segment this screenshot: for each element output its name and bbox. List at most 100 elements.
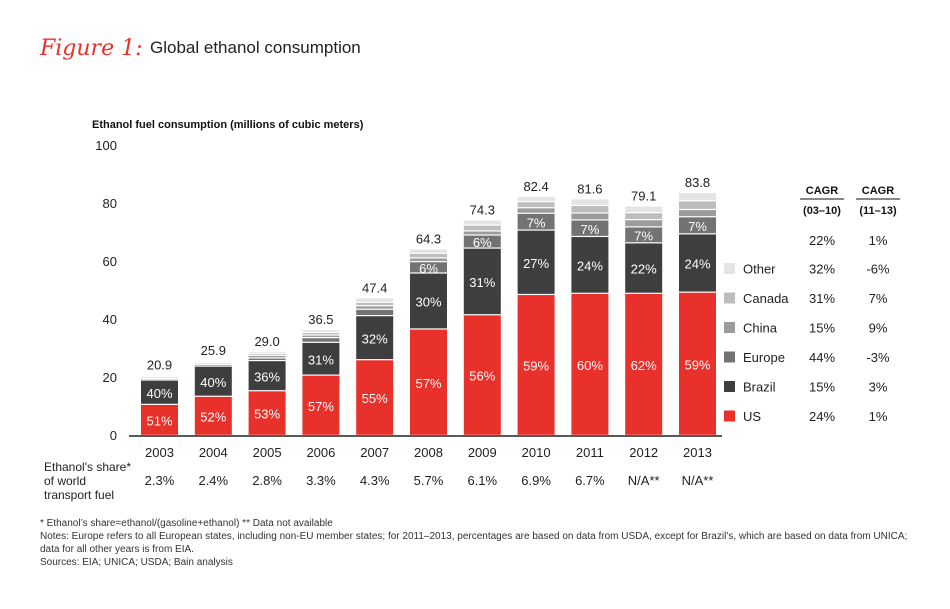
bar-percent-label: 53% [254,407,280,422]
x-tick-label: 2007 [360,445,389,460]
bar-segment-us [141,404,178,435]
bar-segment-brazil [625,243,663,293]
share-value: 5.7% [414,473,444,488]
cagr-total-value: 1% [869,233,888,248]
legend-swatch-brazil [724,381,735,392]
bar-segment-canada [571,206,609,213]
share-value: 3.3% [306,473,336,488]
cagr-value: -6% [866,262,890,277]
bar-segment-europe [410,262,447,273]
bar-segment-other [679,192,716,201]
bar-segment-china [679,210,716,217]
legend-label: Other [743,262,776,277]
bar-total-label: 20.9 [147,357,172,372]
y-tick-label: 20 [103,370,117,385]
legend-label: China [743,321,778,336]
bar-segment-brazil [248,361,286,391]
bar-segment-canada [248,353,286,355]
share-row-label: of world [44,474,86,488]
bar-segment-china [463,231,501,235]
bar-percent-label: 52% [200,409,226,424]
x-tick-label: 2004 [199,445,228,460]
bar-segment-europe [679,217,716,234]
cagr-value: 7% [869,291,888,306]
cagr-value: 9% [869,321,888,336]
share-value: 6.7% [575,473,605,488]
bar-segment-canada [679,201,716,209]
bar-segment-europe [463,235,501,248]
bar-segment-canada [517,202,555,208]
bar-percent-label: 57% [308,399,334,414]
footnote-legend: * Ethanol’s share=ethanol/(gasoline+etha… [40,518,333,529]
cagr-header: CAGR [806,185,838,197]
bar-segment-other [248,351,286,353]
cagr-value: 1% [869,409,888,424]
bar-segment-other [410,249,447,253]
bar-segment-canada [625,213,663,220]
bar-percent-label: 27% [523,256,549,271]
bar-segment-europe [356,309,394,316]
x-tick-label: 2005 [253,445,282,460]
bar-segment-brazil [141,380,178,404]
footnotes: * Ethanol’s share=ethanol/(gasoline+etha… [40,517,920,569]
cagr-value: 15% [809,380,835,395]
bar-percent-label: 22% [631,262,657,277]
share-value: N/A** [628,473,660,488]
cagr-header: (11–13) [859,205,897,217]
cagr-value: 31% [809,291,835,306]
bar-total-label: 79.1 [631,189,656,204]
footnote-notes: Notes: Europe refers to all European sta… [40,531,908,555]
cagr-header: (03–10) [803,205,841,217]
bar-segment-europe [194,364,232,366]
bar-segment-us [356,360,394,435]
bar-total-label: 47.4 [362,281,387,296]
bar-percent-label: 7% [634,228,653,243]
bar-segment-us [302,375,340,435]
bar-percent-label: 57% [415,376,441,391]
bar-segment-canada [410,253,447,258]
share-value: 6.1% [467,473,497,488]
bar-segment-us [410,329,447,435]
share-row-label: Ethanol's share* [44,460,131,474]
legend-swatch-canada [724,292,735,304]
bar-percent-label: 55% [362,391,388,406]
bar-segment-china [410,258,447,262]
cagr-value: 15% [809,321,835,336]
x-tick-label: 2010 [522,445,551,460]
cagr-value: -3% [866,350,890,365]
figure-label: Figure 1: [39,36,143,61]
bar-segment-us [248,391,286,435]
bar-total-label: 74.3 [470,203,495,218]
bar-segment-us [463,315,501,435]
y-tick-label: 60 [103,254,117,269]
bar-segment-brazil [571,237,609,293]
bar-percent-label: 31% [308,352,334,367]
bar-percent-label: 7% [581,222,600,237]
cagr-value: 3% [869,380,888,395]
bar-percent-label: 7% [688,219,707,234]
share-value: 2.8% [252,473,282,488]
bar-percent-label: 7% [527,215,546,230]
bar-segment-us [625,293,663,435]
bar-segment-brazil [356,316,394,360]
bar-percent-label: 40% [146,386,172,401]
legend-label: Canada [743,291,789,306]
y-tick-label: 40 [103,312,117,327]
bar-percent-label: 59% [523,359,549,374]
bar-segment-us [571,293,609,435]
bar-total-label: 36.5 [308,312,333,327]
x-tick-label: 2011 [576,445,604,460]
bar-segment-us [517,295,555,435]
bar-segment-brazil [194,366,232,396]
bar-percent-label: 30% [415,295,441,310]
x-tick-label: 2013 [683,445,712,460]
bar-percent-label: 32% [362,331,388,346]
bar-segment-canada [356,302,394,306]
bar-segment-canada [463,225,501,231]
bar-percent-label: 56% [469,369,495,384]
y-tick-label: 0 [110,428,117,443]
bar-total-label: 25.9 [201,343,226,358]
bar-segment-us [194,396,232,435]
bar-segment-china [571,213,609,220]
bar-percent-label: 40% [200,375,226,390]
